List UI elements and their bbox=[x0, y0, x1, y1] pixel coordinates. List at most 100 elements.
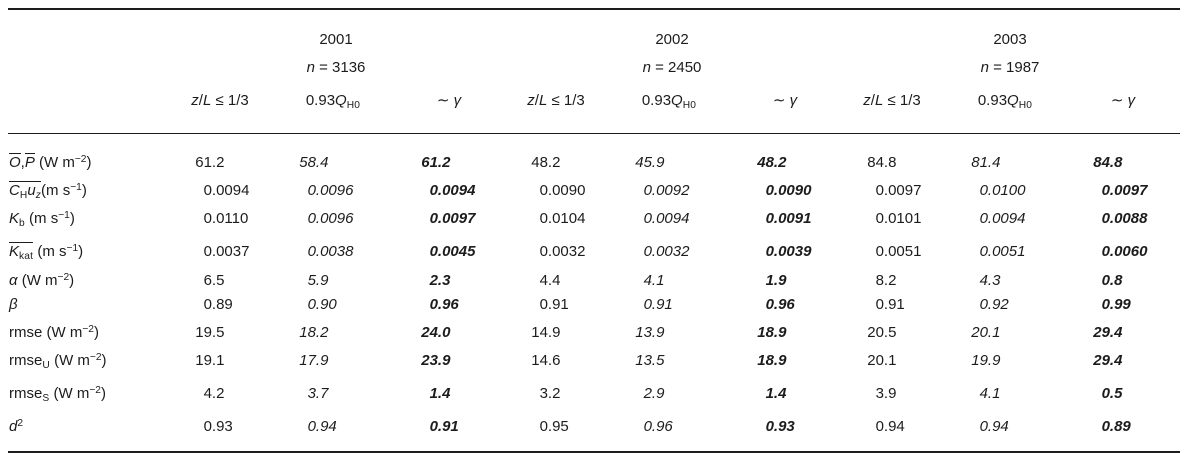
integer-part: 0 bbox=[307, 210, 316, 228]
fraction-part: .91 bbox=[437, 418, 459, 435]
table-row: rmse (W m−2) 19.5 18.2 24.0 14.9 13.9 18.9 20.5… bbox=[8, 317, 1180, 345]
integer-part: 0 bbox=[539, 182, 548, 200]
value-cell: 0.0094 bbox=[168, 175, 272, 203]
integer-part: 0 bbox=[1101, 296, 1110, 314]
text-fragment: ≤ 1/3 bbox=[883, 92, 921, 109]
value-cell: 19.1 bbox=[168, 345, 272, 378]
integer-part: 58 bbox=[299, 154, 316, 172]
value-cell: 0.95 bbox=[504, 411, 608, 452]
fraction-part: .0032 bbox=[651, 243, 690, 261]
integer-part: 0 bbox=[765, 243, 774, 261]
fraction-part: .0038 bbox=[315, 243, 354, 261]
text-fragment: rmse (W m bbox=[9, 324, 83, 342]
value-cell: 0.0094 bbox=[394, 175, 504, 203]
value-cell: 0.0110 bbox=[168, 203, 272, 236]
integer-part: 3 bbox=[875, 385, 884, 403]
value-cell: 4.4 bbox=[504, 265, 608, 293]
value-cell: 20.1 bbox=[944, 317, 1066, 345]
overline-group: CHuz bbox=[9, 181, 42, 201]
fraction-part: .6 bbox=[547, 352, 561, 370]
integer-part: 19 bbox=[971, 352, 988, 370]
integer-part: 6 bbox=[203, 271, 212, 289]
fraction-part: .0094 bbox=[437, 182, 476, 200]
integer-part: 3 bbox=[539, 385, 548, 403]
fraction-part: .0094 bbox=[987, 210, 1026, 228]
integer-part: 0 bbox=[875, 418, 884, 435]
value-cell: 0.0094 bbox=[944, 203, 1066, 236]
value-cell: 0.0037 bbox=[168, 236, 272, 264]
text-fragment: L bbox=[538, 92, 548, 109]
year-header-2001: 2001 bbox=[319, 31, 353, 48]
table-row: rmseS (W m−2) 4.2 3.7 1.4 3.2 2.9 1.4 3.9 4.1 0.5 bbox=[8, 378, 1180, 411]
fraction-part: .9 bbox=[315, 271, 329, 289]
integer-part: 18 bbox=[757, 324, 774, 342]
value-cell: 13.5 bbox=[608, 345, 730, 378]
value-cell: 4.2 bbox=[168, 378, 272, 411]
integer-part: 1 bbox=[429, 385, 438, 403]
gamma-header: ∼ γ bbox=[394, 83, 504, 134]
text-fragment: / bbox=[870, 92, 875, 109]
value-cell: 84.8 bbox=[1066, 134, 1180, 175]
value-cell: 0.0090 bbox=[730, 175, 840, 203]
integer-part: 0 bbox=[203, 243, 212, 261]
integer-part: 0 bbox=[643, 296, 652, 314]
fraction-part: .5 bbox=[211, 271, 225, 289]
text-fragment: Q bbox=[1007, 92, 1019, 109]
integer-part: 0 bbox=[765, 182, 774, 200]
integer-part: 19 bbox=[195, 352, 212, 370]
corner-cell bbox=[8, 55, 168, 83]
value-cell: 4.1 bbox=[608, 265, 730, 293]
integer-part: 0 bbox=[539, 243, 548, 261]
integer-part: 61 bbox=[195, 154, 212, 172]
sample-count-row: n = 3136 n = 2450 n = 1987 bbox=[8, 55, 1180, 83]
integer-part: 81 bbox=[971, 154, 988, 172]
text-fragment: γ bbox=[789, 92, 798, 109]
value-cell: 0.0097 bbox=[840, 175, 944, 203]
value-cell: 0.0104 bbox=[504, 203, 608, 236]
value-cell: 0.0096 bbox=[272, 175, 394, 203]
value-cell: 0.91 bbox=[840, 293, 944, 318]
fraction-part: .4 bbox=[773, 385, 787, 403]
value-cell: 18.9 bbox=[730, 317, 840, 345]
integer-part: 84 bbox=[1093, 154, 1110, 172]
fraction-part: .93 bbox=[773, 418, 795, 435]
fraction-part: .5 bbox=[651, 352, 665, 370]
integer-part: 23 bbox=[421, 352, 438, 370]
fraction-part: .4 bbox=[315, 154, 329, 172]
fraction-part: .3 bbox=[987, 271, 1001, 289]
integer-part: 0 bbox=[307, 418, 316, 435]
value-cell: 0.90 bbox=[272, 293, 394, 318]
text-fragment: H0 bbox=[682, 100, 697, 112]
text-fragment: / bbox=[534, 92, 539, 109]
fraction-part: .3 bbox=[437, 271, 451, 289]
text-fragment: b bbox=[19, 218, 25, 230]
text-fragment: Q bbox=[335, 92, 347, 109]
value-cell: 3.9 bbox=[840, 378, 944, 411]
integer-part: 4 bbox=[539, 271, 548, 289]
value-cell: 1.4 bbox=[730, 378, 840, 411]
text-fragment: u bbox=[27, 182, 36, 200]
text-fragment: −2 bbox=[82, 324, 94, 336]
fraction-part: .93 bbox=[211, 418, 233, 435]
fraction-part: .1 bbox=[987, 385, 1001, 403]
fraction-part: .90 bbox=[315, 296, 337, 314]
text-fragment: −2 bbox=[74, 154, 87, 166]
fraction-part: .8 bbox=[1109, 271, 1123, 289]
value-cell: 0.94 bbox=[944, 411, 1066, 452]
text-fragment: n bbox=[980, 59, 989, 76]
text-fragment: 2 bbox=[17, 417, 24, 429]
integer-part: 29 bbox=[1093, 324, 1110, 342]
integer-part: 3 bbox=[307, 385, 316, 403]
integer-part: 0 bbox=[875, 210, 884, 228]
fraction-part: .2 bbox=[315, 324, 329, 342]
integer-part: 0 bbox=[979, 182, 988, 200]
value-cell: 0.99 bbox=[1066, 293, 1180, 318]
text-fragment: n bbox=[306, 59, 315, 76]
fraction-part: .92 bbox=[987, 296, 1009, 314]
value-cell: 23.9 bbox=[394, 345, 504, 378]
integer-part: 0 bbox=[1101, 385, 1110, 403]
fraction-part: .91 bbox=[651, 296, 673, 314]
value-cell: 0.89 bbox=[168, 293, 272, 318]
integer-part: 0 bbox=[875, 296, 884, 314]
integer-part: 0 bbox=[429, 243, 438, 261]
